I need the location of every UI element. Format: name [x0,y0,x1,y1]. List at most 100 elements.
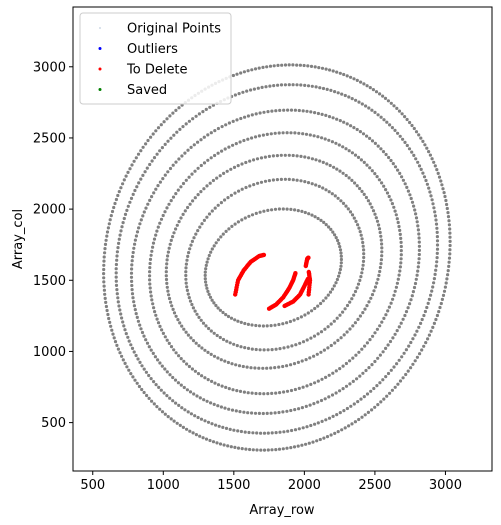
original-point [163,367,167,371]
original-point [355,184,359,188]
original-point [370,139,375,143]
original-point [213,153,217,158]
original-point [197,344,201,348]
original-point [228,427,232,431]
original-point [356,282,361,286]
original-point [300,359,304,363]
original-point [169,238,173,242]
original-point [178,127,182,131]
original-point [244,447,248,451]
original-point [443,285,447,289]
original-point [132,246,136,250]
original-point [350,213,355,217]
original-point [292,318,296,322]
original-point [281,447,285,451]
original-point [185,362,189,366]
original-point [202,398,206,402]
original-point [115,292,119,296]
original-point [256,86,260,90]
original-point [196,193,200,197]
original-point [279,153,283,157]
original-point [399,236,403,240]
original-point [308,133,312,137]
original-point [184,178,188,182]
original-point [448,231,452,235]
original-point [384,188,388,192]
original-point [240,162,244,166]
original-point [389,301,393,305]
original-point [265,324,269,328]
original-point [227,387,231,391]
original-point [352,216,356,220]
original-point [256,181,260,185]
original-point [414,157,418,161]
original-point [110,328,114,332]
original-point [319,398,324,403]
original-point [236,446,241,450]
original-point [393,289,397,293]
original-point [104,300,108,304]
original-point [297,407,301,411]
original-point [401,317,405,321]
original-point [263,179,268,183]
original-point [229,445,233,449]
original-point [380,242,384,246]
original-point [254,391,258,396]
original-point [203,277,207,281]
original-point [216,306,220,310]
x-axis: 500 1000 1500 2000 2500 3000 [80,471,462,493]
original-point [422,344,426,348]
original-point [170,304,174,308]
original-point [246,137,250,141]
original-point [202,161,207,165]
original-point [395,362,399,366]
original-point [358,278,362,282]
original-point [354,353,358,357]
original-point [350,178,354,182]
original-point [192,236,196,240]
original-point [141,214,145,218]
original-point [146,138,150,143]
original-point [386,343,390,347]
original-point [155,405,159,409]
original-point [338,119,342,123]
original-point [378,353,382,357]
original-point [423,143,427,147]
original-point [277,322,281,327]
original-point [378,92,382,96]
original-point [376,113,380,117]
original-point [214,303,218,308]
original-point [383,96,388,100]
original-point [216,151,220,155]
original-point [266,448,270,452]
original-point [316,111,320,116]
original-point [358,314,362,318]
original-point [117,237,121,241]
original-point [378,324,382,328]
original-point [182,327,186,331]
original-point [345,74,349,78]
original-point [168,373,172,377]
original-point [198,225,202,229]
original-point [102,255,106,259]
original-point [277,410,281,415]
original-point [298,341,302,345]
original-point [139,177,143,181]
original-point [331,371,335,375]
original-point [129,275,134,279]
original-point [405,117,409,122]
original-point [120,316,124,320]
original-point [341,171,345,175]
series-original-points [102,63,452,452]
original-point [209,156,213,160]
original-point [309,64,314,68]
original-point [205,184,209,188]
original-point [212,301,216,305]
original-point [361,371,365,375]
original-point [163,142,167,146]
original-point [361,259,366,263]
original-point [297,108,301,113]
original-point [199,163,203,168]
original-point [324,375,328,379]
